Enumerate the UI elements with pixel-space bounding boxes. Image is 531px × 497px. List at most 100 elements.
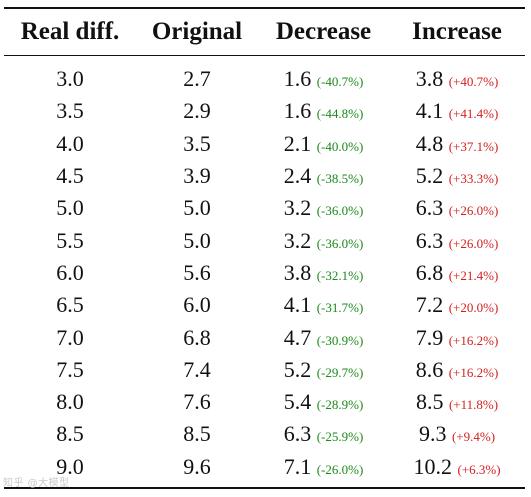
decrease-value: 2.4 <box>283 163 312 189</box>
cell-real-diff: 3.5 <box>4 95 136 127</box>
original-value: 5.6 <box>183 259 211 285</box>
original-value: 6.8 <box>183 324 211 350</box>
original-value: 6.0 <box>183 292 211 318</box>
cell-real-diff: 4.0 <box>4 128 136 160</box>
decrease-value: 3.8 <box>283 259 312 285</box>
real-diff-value: 8.5 <box>56 421 84 447</box>
increase-value: 5.2 <box>415 163 444 189</box>
increase-value: 8.5 <box>415 389 444 415</box>
decrease-value: 3.2 <box>283 195 312 221</box>
cell-decrease: 1.6 (-40.7%) <box>258 55 389 95</box>
cell-increase: 6.3 (+26.0%) <box>389 192 525 224</box>
cell-real-diff: 3.0 <box>4 55 136 95</box>
cell-increase: 3.8 (+40.7%) <box>389 55 525 95</box>
original-value: 2.9 <box>183 98 211 124</box>
real-diff-value: 5.0 <box>56 195 84 221</box>
header-decrease: Decrease <box>275 18 372 45</box>
cell-original: 3.9 <box>136 160 258 192</box>
decrease-percent: (-32.1%) <box>316 267 364 283</box>
decrease-percent: (-38.5%) <box>316 171 364 187</box>
decrease-value: 5.4 <box>283 389 312 415</box>
real-diff-value: 3.5 <box>56 98 84 124</box>
increase-percent: (+41.4%) <box>448 106 499 122</box>
cell-original: 5.0 <box>136 224 258 256</box>
cell-original: 7.6 <box>136 386 258 418</box>
decrease-percent: (-26.0%) <box>316 461 364 477</box>
real-diff-value: 3.0 <box>56 66 84 92</box>
real-diff-value: 5.5 <box>56 227 84 253</box>
cell-increase: 8.5 (+11.8%) <box>389 386 525 418</box>
real-diff-value: 6.5 <box>56 292 84 318</box>
original-value: 5.0 <box>183 195 211 221</box>
header-original: Original <box>151 18 243 45</box>
header-real-diff: Real diff. <box>20 18 120 45</box>
decrease-percent: (-28.9%) <box>316 397 364 413</box>
cell-real-diff: 7.5 <box>4 354 136 386</box>
cell-original: 2.9 <box>136 95 258 127</box>
increase-percent: (+37.1%) <box>448 138 499 154</box>
cell-increase: 9.3 (+9.4%) <box>389 418 525 450</box>
decrease-percent: (-31.7%) <box>316 300 364 316</box>
original-value: 7.4 <box>183 356 211 382</box>
increase-percent: (+40.7%) <box>448 74 499 90</box>
cell-decrease: 1.6 (-44.8%) <box>258 95 389 127</box>
cell-original: 5.0 <box>136 192 258 224</box>
increase-value: 6.3 <box>415 195 444 221</box>
increase-percent: (+9.4%) <box>451 429 496 445</box>
table-header-rule <box>4 55 525 56</box>
cell-real-diff: 7.0 <box>4 321 136 353</box>
cell-decrease: 4.7 (-30.9%) <box>258 321 389 353</box>
cell-original: 7.4 <box>136 354 258 386</box>
real-diff-value: 7.5 <box>56 356 84 382</box>
cell-real-diff: 8.5 <box>4 418 136 450</box>
increase-percent: (+33.3%) <box>448 171 499 187</box>
decrease-value: 1.6 <box>283 98 312 124</box>
cell-original: 8.5 <box>136 418 258 450</box>
increase-percent: (+6.3%) <box>457 461 501 477</box>
decrease-value: 4.7 <box>283 324 312 350</box>
decrease-percent: (-44.8%) <box>316 106 364 122</box>
cell-decrease: 3.2 (-36.0%) <box>258 224 389 256</box>
real-diff-value: 4.5 <box>56 163 84 189</box>
table-row: 9.0 9.6 7.1 (-26.0%) 10.2 (+6.3%) <box>4 451 525 483</box>
cell-increase: 8.6 (+16.2%) <box>389 354 525 386</box>
cell-original: 2.7 <box>136 55 258 95</box>
cell-increase: 4.8 (+37.1%) <box>389 128 525 160</box>
cell-decrease: 4.1 (-31.7%) <box>258 289 389 321</box>
decrease-value: 3.2 <box>283 227 312 253</box>
cell-real-diff: 8.0 <box>4 386 136 418</box>
table-row: 8.0 7.6 5.4 (-28.9%) 8.5 (+11.8%) <box>4 386 525 418</box>
real-diff-value: 9.0 <box>56 453 84 479</box>
decrease-value: 5.2 <box>283 356 312 382</box>
table-bottom-rule <box>4 487 525 489</box>
cell-decrease: 2.1 (-40.0%) <box>258 128 389 160</box>
increase-value: 9.3 <box>418 421 447 447</box>
cell-increase: 6.8 (+21.4%) <box>389 257 525 289</box>
cell-original: 3.5 <box>136 128 258 160</box>
cell-decrease: 5.4 (-28.9%) <box>258 386 389 418</box>
decrease-percent: (-29.7%) <box>316 364 364 380</box>
decrease-percent: (-30.9%) <box>316 332 364 348</box>
cell-decrease: 6.3 (-25.9%) <box>258 418 389 450</box>
increase-percent: (+21.4%) <box>448 267 499 283</box>
decrease-value: 6.3 <box>283 421 312 447</box>
table-row: 8.5 8.5 6.3 (-25.9%) 9.3 (+9.4%) <box>4 418 525 450</box>
cell-original: 5.6 <box>136 257 258 289</box>
cell-increase: 7.9 (+16.2%) <box>389 321 525 353</box>
table-row: 5.5 5.0 3.2 (-36.0%) 6.3 (+26.0%) <box>4 224 525 256</box>
original-value: 3.5 <box>183 130 211 156</box>
cell-original: 9.6 <box>136 451 258 483</box>
cell-increase: 5.2 (+33.3%) <box>389 160 525 192</box>
table-body: 3.0 2.7 1.6 (-40.7%) 3.8 (+40.7%) 3.5 2.9 1.6 … <box>4 55 525 483</box>
watermark: 知乎 @大模型 <box>3 478 70 489</box>
table-row: 7.0 6.8 4.7 (-30.9%) 7.9 (+16.2%) <box>4 321 525 353</box>
cell-real-diff: 5.5 <box>4 224 136 256</box>
table-row: 6.5 6.0 4.1 (-31.7%) 7.2 (+20.0%) <box>4 289 525 321</box>
increase-percent: (+20.0%) <box>448 300 499 316</box>
decrease-value: 7.1 <box>283 453 312 479</box>
increase-percent: (+16.2%) <box>448 332 499 348</box>
increase-value: 4.1 <box>415 98 444 124</box>
decrease-percent: (-36.0%) <box>316 203 364 219</box>
table-row: 4.5 3.9 2.4 (-38.5%) 5.2 (+33.3%) <box>4 160 525 192</box>
results-table: Real diff. Original Decrease Increase 3.… <box>4 9 525 483</box>
